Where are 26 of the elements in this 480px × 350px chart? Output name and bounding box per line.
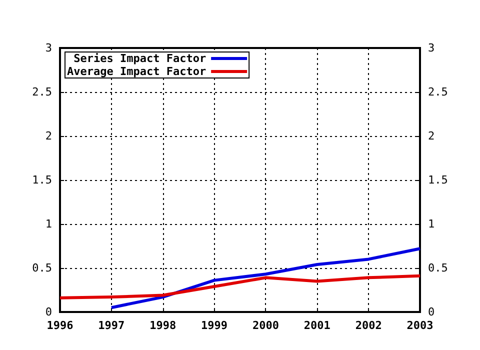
line-series (110, 247, 422, 310)
y-tick-label: 1.5 (32, 174, 52, 186)
x-tick-label: 2000 (252, 319, 279, 332)
y-tick-label: 0.5 (32, 262, 52, 274)
y-tick-label: 1 (45, 218, 52, 230)
x-tick-label: 1998 (150, 319, 176, 332)
x-tick-label: 1996 (46, 319, 74, 332)
legend-label: Series Impact Factor (74, 52, 206, 65)
y-tick-label: 2.5 (32, 86, 52, 98)
y2-tick-label: 2 (428, 130, 435, 142)
legend-label: Average Impact Factor (66, 65, 206, 78)
line-series (58, 274, 422, 300)
y2-tick-label: 0 (428, 306, 435, 318)
y2-tick-label: 2.5 (428, 86, 448, 98)
y2-tick-label: 1.5 (428, 174, 448, 186)
y2-tick-label: 3 (428, 42, 435, 54)
x-tick-label: 2001 (304, 319, 331, 332)
y2-tick-label: 1 (428, 218, 435, 230)
y2-tick-label: 0.5 (428, 262, 448, 274)
x-tick-label: 2002 (355, 319, 382, 332)
y-tick-label: 2 (45, 130, 52, 142)
y-tick-label: 3 (45, 42, 52, 54)
y-tick-label: 0 (45, 306, 52, 318)
x-tick-label: 1997 (98, 319, 125, 332)
x-tick-label: 2003 (406, 319, 434, 332)
x-tick-label: 1999 (201, 319, 228, 332)
